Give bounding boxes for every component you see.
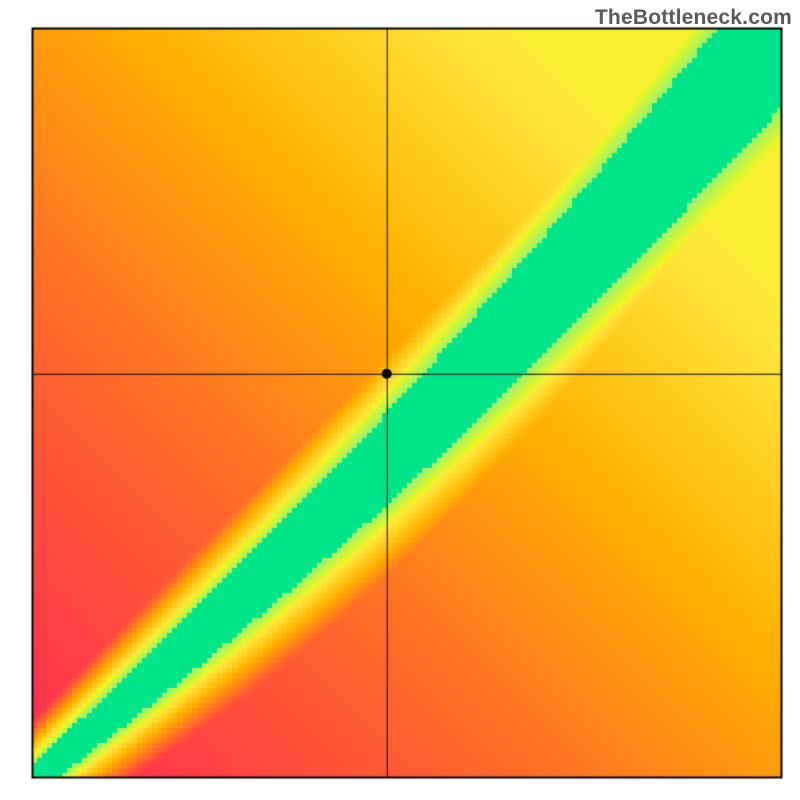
bottleneck-heatmap: TheBottleneck.com xyxy=(0,0,800,800)
watermark-text: TheBottleneck.com xyxy=(595,6,792,30)
heatmap-canvas xyxy=(0,0,800,800)
